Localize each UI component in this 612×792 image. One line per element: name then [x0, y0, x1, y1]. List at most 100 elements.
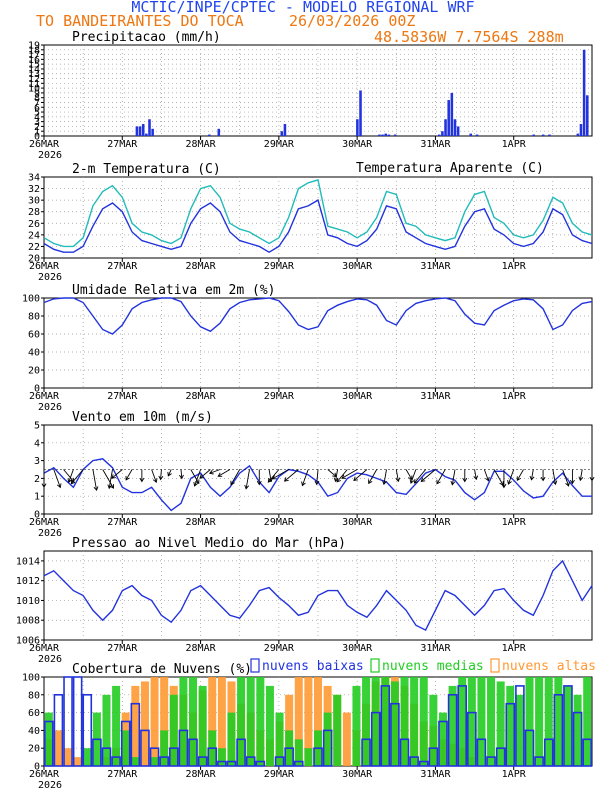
- precip-bar: [469, 133, 473, 136]
- wind-arrow-head: [107, 484, 113, 490]
- x-tick-label: 30MAR: [342, 643, 373, 654]
- cloud-bar-nuvens-medias: [448, 685, 457, 766]
- wind-arrow-head: [41, 483, 47, 488]
- precip-bar: [450, 92, 454, 136]
- wind-arrow-head: [565, 481, 570, 487]
- cloud-bar-nuvens-altas: [160, 677, 169, 766]
- panel-title: Cobertura de Nuvens (%): [72, 662, 252, 677]
- y-tick-label: 2: [34, 122, 40, 133]
- cloud-bar-nuvens-baixas: [111, 756, 121, 767]
- panel-title: Umidade Relativa em 2m (%): [72, 283, 276, 298]
- wind-arrow-head: [256, 480, 262, 486]
- cloud-bar-nuvens-medias: [525, 677, 534, 766]
- wind-arrow: [368, 469, 378, 484]
- legend-label-low: nuvens baixas: [262, 659, 364, 674]
- wind-arrow: [579, 469, 583, 481]
- cloud-bar-nuvens-medias: [429, 694, 438, 766]
- cloud-bar-nuvens-medias: [352, 685, 361, 766]
- y-tick-label: 17: [28, 50, 40, 61]
- y-tick-label: 1010: [16, 596, 40, 607]
- y-tick-label: 40: [28, 348, 40, 359]
- precip-bar: [576, 133, 580, 136]
- cloud-bar-nuvens-baixas: [476, 738, 487, 767]
- legend-swatch-high: [490, 658, 500, 673]
- wind-arrow: [92, 469, 98, 491]
- wind-arrow-head: [125, 475, 130, 481]
- x-year-label: 2026: [38, 150, 62, 161]
- precip-bar: [582, 49, 586, 136]
- y-tick-label: 32: [28, 184, 40, 195]
- cloud-bar-nuvens-medias: [381, 677, 390, 766]
- x-tick-label: 28MAR: [186, 261, 217, 272]
- cloud-bar-nuvens-medias: [390, 681, 399, 766]
- x-tick-label: 29MAR: [264, 643, 295, 654]
- cloud-bar-nuvens-medias: [160, 730, 169, 766]
- wind-arrow-head: [111, 474, 116, 479]
- y-tick-label: 0: [34, 762, 40, 773]
- wind-arrow-head: [540, 476, 546, 482]
- y-tick-label: 0: [34, 510, 40, 521]
- x-tick-label: 31MAR: [420, 139, 451, 150]
- x-tick-label: 31MAR: [420, 261, 451, 272]
- wind-arrow-head: [56, 483, 62, 489]
- legend-label-high: nuvens altas: [502, 659, 596, 674]
- y-tick-label: 7: [34, 98, 40, 109]
- y-tick-label: 60: [28, 330, 40, 341]
- precip-bar: [381, 134, 384, 136]
- run-label: 26/03/2026 00Z: [289, 12, 415, 30]
- cloud-bar-nuvens-altas: [64, 748, 73, 766]
- x-tick-label: 29MAR: [264, 769, 295, 780]
- x-tick-label: 27MAR: [107, 261, 138, 272]
- wind-arrow-head: [485, 476, 490, 482]
- panel-title: Pressao ao Nivel Medio do Mar (hPa): [72, 536, 346, 551]
- x-tick-label: 28MAR: [186, 139, 217, 150]
- x-year-label: 2026: [38, 402, 62, 413]
- wind-arrow: [507, 469, 515, 485]
- x-year-label: 2026: [38, 272, 62, 283]
- x-tick-label: 28MAR: [186, 517, 217, 528]
- wind-arrow: [383, 469, 387, 485]
- precip-bar: [532, 134, 536, 136]
- wind-arrow: [151, 469, 157, 483]
- legend-label-mid: nuvens medias: [382, 659, 484, 674]
- wind-arrow: [336, 469, 348, 483]
- wind-arrow-head: [353, 476, 358, 481]
- x-tick-label: 28MAR: [186, 391, 217, 402]
- precip-bar: [541, 134, 545, 136]
- precip-bar: [283, 124, 287, 136]
- panel-frame: [43, 44, 593, 137]
- cloud-bar-nuvens-medias: [515, 694, 524, 766]
- wind-arrow-head: [420, 477, 426, 482]
- precip-bar: [456, 126, 460, 136]
- precip-bar: [453, 119, 457, 136]
- precip-bar: [138, 126, 142, 136]
- cloud-bar-nuvens-baixas: [178, 729, 189, 767]
- x-tick-label: 31MAR: [420, 517, 451, 528]
- cloud-bar-nuvens-baixas: [188, 738, 198, 767]
- wind-arrow: [562, 469, 570, 487]
- cloud-bar-nuvens-baixas: [390, 702, 400, 767]
- y-tick-label: 19: [28, 41, 40, 52]
- legend-label-apparent: Temperatura Aparente (C): [356, 161, 544, 176]
- cloud-bar-nuvens-medias: [573, 694, 582, 766]
- cloud-bar-nuvens-baixas: [43, 720, 54, 767]
- y-tick-label: 26: [28, 219, 40, 230]
- cloud-bar-nuvens-altas: [342, 712, 351, 766]
- cloud-bar-nuvens-medias: [496, 681, 505, 766]
- y-tick-label: 20: [28, 366, 40, 377]
- wind-arrow: [335, 469, 339, 482]
- wind-arrow: [420, 469, 436, 482]
- cloud-bar-nuvens-baixas: [274, 756, 285, 767]
- wind-arrow-head: [409, 479, 415, 484]
- panel-title: 2-m Temperatura (C): [72, 162, 221, 177]
- cloud-bar-nuvens-medias: [333, 694, 342, 766]
- x-tick-label: 27MAR: [107, 517, 138, 528]
- cloud-bar-nuvens-medias: [83, 748, 92, 766]
- cloud-bar-nuvens-baixas: [255, 760, 266, 767]
- cloud-bar-nuvens-altas: [150, 677, 159, 766]
- cloud-bar-nuvens-medias: [246, 677, 255, 766]
- y-tick-label: 6: [34, 103, 40, 114]
- x-tick-label: 1APR: [502, 643, 527, 654]
- cloud-bar-nuvens-baixas: [563, 685, 573, 767]
- cloud-bar-nuvens-baixas: [418, 760, 429, 767]
